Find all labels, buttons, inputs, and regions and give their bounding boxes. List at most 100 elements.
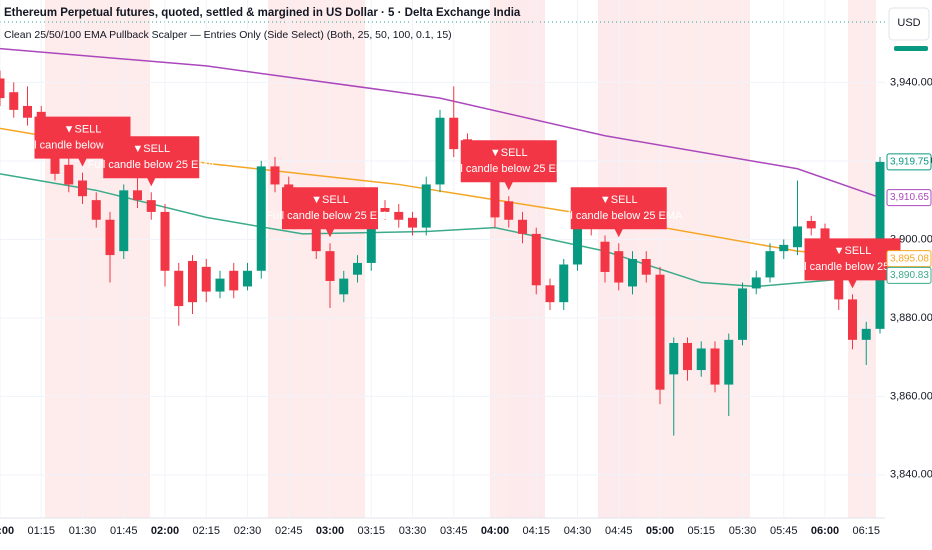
x-tick-label: 04:45 — [605, 525, 633, 537]
currency-bar — [894, 46, 928, 51]
candle-body — [600, 241, 610, 272]
currency-button[interactable] — [888, 7, 930, 41]
signal-subtext: Full candle below 25 EMA — [88, 159, 216, 171]
candle-body — [683, 342, 692, 371]
signal-text: ▼SELL — [834, 245, 872, 257]
x-tick-label: 05:00 — [646, 525, 674, 537]
candle-body — [243, 270, 252, 287]
last-value-label: 3,895.08 — [890, 253, 929, 264]
candle-body — [641, 259, 651, 275]
last-value-box — [886, 189, 932, 207]
candle-body — [174, 270, 184, 307]
x-tick-label: 03:45 — [440, 525, 468, 537]
signal-text: ▼SELL — [64, 124, 102, 136]
candle-body — [23, 105, 32, 118]
candle-body — [421, 184, 431, 228]
signal-box — [460, 140, 557, 191]
candle-body — [738, 288, 747, 340]
signal-box — [282, 187, 378, 238]
candle-body — [518, 219, 527, 234]
ema-line — [0, 47, 881, 199]
candle-body — [91, 200, 101, 220]
candle-body — [339, 278, 349, 295]
last-value-label: 3,910.65 — [890, 192, 929, 203]
candle-body — [160, 211, 170, 271]
x-tick-label: 05:15 — [687, 525, 715, 537]
candle-body — [834, 261, 844, 300]
candle-body — [628, 259, 637, 287]
x-tick-label: 05:30 — [729, 525, 757, 537]
last-value-box — [886, 266, 932, 284]
x-tick-label: 02:15 — [192, 525, 220, 537]
candle-body — [669, 342, 679, 375]
signal-text: ▼SELL — [132, 143, 170, 155]
signal-box — [103, 136, 200, 187]
candle-body — [119, 190, 129, 252]
candle-body — [64, 164, 74, 185]
x-tick-label: 06:00 — [811, 525, 839, 537]
candle-body — [380, 207, 390, 212]
chart-title: Ethereum Perpetual futures, quoted, sett… — [4, 7, 521, 19]
candle-body — [78, 180, 87, 197]
x-tick-label: 04:15 — [522, 525, 550, 537]
candle-body — [435, 117, 445, 185]
x-tick-label: 03:15 — [357, 525, 385, 537]
candle-body — [765, 251, 775, 278]
candle-body — [793, 226, 802, 248]
candle-body — [215, 278, 225, 292]
candle-body — [504, 201, 514, 220]
x-tick-label: 05:45 — [770, 525, 798, 537]
x-tick-label: 02:30 — [234, 525, 262, 537]
candle-body — [229, 270, 239, 291]
candle-body — [270, 166, 280, 185]
candle-body — [531, 233, 541, 286]
sell-signal: ▼SELL Full candle below 25 EMA — [88, 136, 216, 187]
signal-text: ▼SELL — [311, 194, 349, 206]
candle-body — [449, 117, 459, 150]
candle-body — [573, 211, 582, 265]
x-tick-label: 04:30 — [564, 525, 592, 537]
x-tick-label: 03:00 — [316, 525, 344, 537]
last-value-label: 3,919.75 — [890, 157, 929, 168]
candle-body — [751, 277, 761, 289]
x-tick-label: 01:30 — [69, 525, 97, 537]
candle-body — [146, 200, 156, 212]
signal-box — [570, 187, 667, 238]
candle-body — [779, 244, 789, 252]
signal-subtext: Full candle below 25 EMA — [789, 261, 917, 273]
candle-body — [353, 262, 362, 275]
signal-subtext: Full candle below 25 EMA — [266, 210, 394, 222]
candle-body — [490, 168, 500, 218]
candle-body — [325, 251, 335, 281]
sell-signal: ▼SELL Full candle below 25 EMA — [789, 238, 917, 289]
candle-body — [696, 348, 706, 371]
signal-text: ▼SELL — [600, 194, 638, 206]
x-tick-label: 01:15 — [27, 525, 55, 537]
candle-body — [201, 266, 211, 292]
candle-body — [559, 264, 569, 303]
x-tick-label: 02:00 — [151, 525, 179, 537]
candle-body — [848, 299, 857, 340]
x-tick-label: 01:45 — [110, 525, 138, 537]
candle-body — [105, 219, 115, 256]
signal-subtext: Full candle below 25 EMA — [445, 163, 573, 175]
sell-signal: ▼SELL Full candle below 25 EMA — [445, 140, 573, 191]
candle-body — [545, 285, 555, 303]
candle-body — [9, 92, 19, 110]
signal-text: ▼SELL — [490, 147, 528, 159]
y-tick-label: 3,880.00 — [890, 312, 932, 324]
x-tick-label: 03:30 — [399, 525, 427, 537]
x-tick-label: 06:15 — [852, 525, 880, 537]
sell-signal: ▼SELL Full candle below 25 EMA — [266, 187, 394, 238]
currency[interactable]: USD — [897, 17, 920, 29]
band — [45, 0, 150, 518]
last-value-label: 3,890.83 — [890, 270, 929, 281]
candle-body — [710, 348, 720, 385]
candle-body — [50, 153, 60, 174]
candle-body — [806, 220, 816, 229]
candle-body — [724, 339, 734, 385]
candle-body — [394, 211, 404, 220]
candle-body — [311, 220, 321, 252]
